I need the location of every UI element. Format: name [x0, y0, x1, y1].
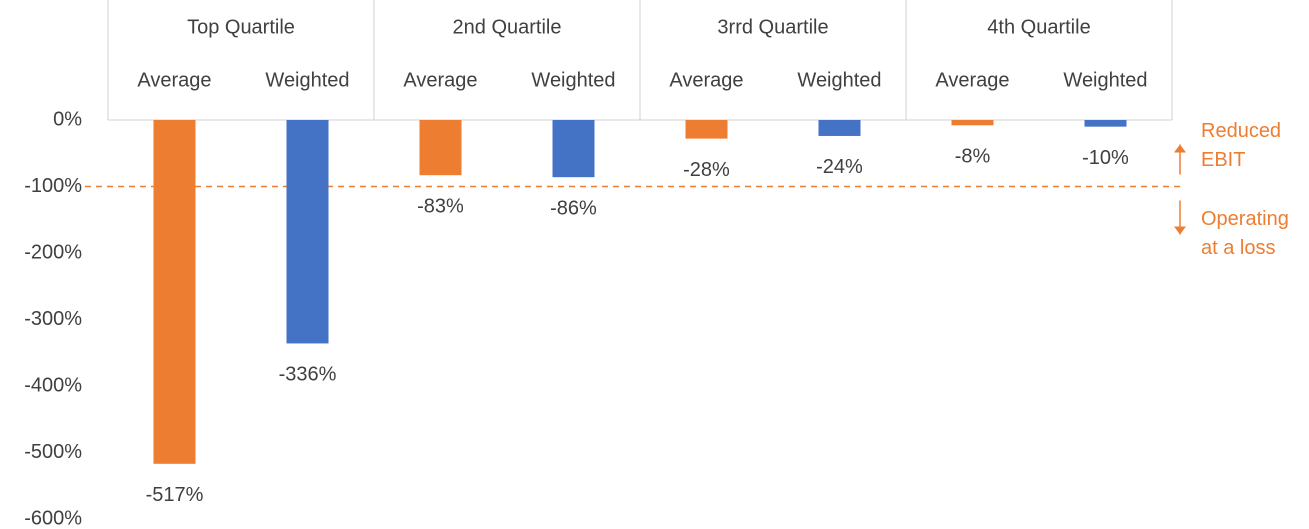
value-label: -8% [955, 146, 991, 168]
y-tick-label: -100% [24, 175, 82, 197]
y-tick-label: -200% [24, 241, 82, 263]
y-tick-label: 0% [53, 108, 82, 130]
annotation-arrowhead [1174, 226, 1186, 235]
bar [153, 120, 196, 464]
group-label: 3rrd Quartile [717, 16, 828, 38]
y-tick-label: -300% [24, 308, 82, 330]
bar [552, 120, 595, 178]
bar [818, 120, 861, 136]
annotation-text: Reduced [1201, 120, 1281, 142]
annotation-text: Operating [1201, 208, 1289, 230]
group-label: 4th Quartile [987, 16, 1090, 38]
bar [951, 120, 994, 126]
x-tick-label: Weighted [797, 69, 881, 91]
annotation-arrowhead [1174, 144, 1186, 153]
y-tick-label: -500% [24, 441, 82, 463]
value-label: -83% [417, 195, 464, 217]
bar [1084, 120, 1127, 127]
value-label: -517% [146, 484, 204, 506]
group-label: 2nd Quartile [453, 16, 562, 38]
value-label: -24% [816, 156, 863, 178]
x-tick-label: Average [935, 69, 1009, 91]
value-label: -86% [550, 197, 597, 219]
x-tick-label: Average [669, 69, 743, 91]
bar [419, 120, 462, 176]
annotation-text: EBIT [1201, 149, 1245, 171]
value-label: -10% [1082, 147, 1129, 169]
bar [685, 120, 728, 139]
x-tick-label: Average [403, 69, 477, 91]
x-tick-label: Weighted [1063, 69, 1147, 91]
x-tick-label: Weighted [531, 69, 615, 91]
x-tick-label: Average [137, 69, 211, 91]
y-tick-label: -600% [24, 507, 82, 529]
bar [286, 120, 329, 344]
value-label: -28% [683, 159, 730, 181]
value-label: -336% [279, 364, 337, 386]
group-label: Top Quartile [187, 16, 295, 38]
x-tick-label: Weighted [265, 69, 349, 91]
y-tick-label: -400% [24, 374, 82, 396]
annotation-text: at a loss [1201, 237, 1275, 259]
